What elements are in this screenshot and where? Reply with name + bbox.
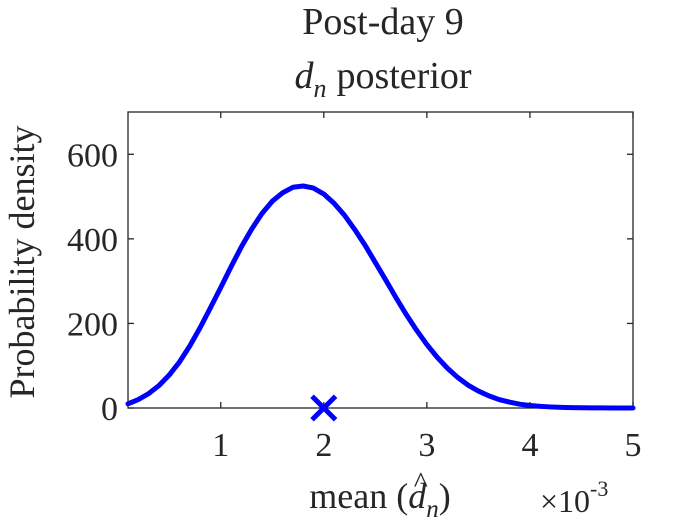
x-label-suffix: ) [439,476,451,516]
title-suffix: posterior [336,55,471,97]
series-line [125,183,636,411]
x-tick-label: 2 [315,427,332,464]
title-symbol-subscript: n [313,74,326,103]
x-tick-label: 5 [625,427,642,464]
x-label-symbol: d [408,476,427,516]
chart-title-line1: Post-day 9 [302,1,464,43]
title-symbol: d [294,55,314,97]
chart-title-line2: dn posterior [294,55,471,103]
x-tick-label: 3 [418,427,435,464]
y-axis-label: Probability density [2,126,42,399]
x-tick-label: 4 [521,427,538,464]
x-axis-ticks: 1 2 3 4 5 [212,112,642,464]
x-tick-label: 1 [212,427,229,464]
x-label-prefix: mean ( [309,476,408,516]
y-tick-label: 400 [67,222,118,259]
x-label-hat: ^ [414,466,428,499]
y-tick-label: 0 [101,391,118,428]
mean-marker [310,394,338,422]
x-axis-multiplier: ×10-3 [540,476,608,519]
plot-area [127,111,634,409]
mean-marker-stroke [310,394,338,422]
x-multiplier-exponent: -3 [590,476,608,501]
x-label-symbol-subscript: n [426,496,439,523]
x-multiplier-base: ×10 [540,483,590,519]
y-axis-ticks: 0 200 400 600 [67,137,633,428]
y-tick-label: 200 [67,306,118,343]
x-axis-label: mean (dn) [309,476,450,523]
y-tick-label: 600 [67,137,118,174]
